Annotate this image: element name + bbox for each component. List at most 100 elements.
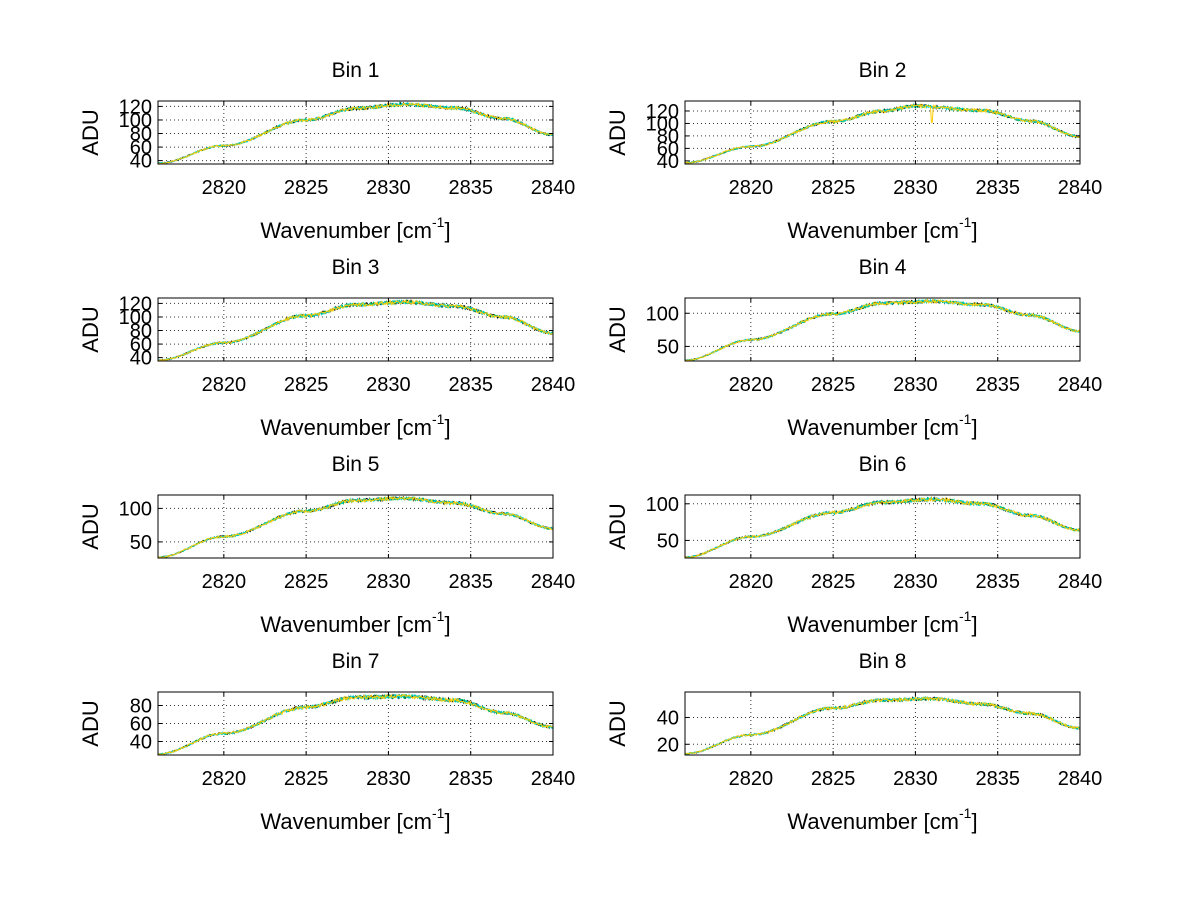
axes-frame bbox=[684, 100, 1081, 165]
y-tick-label: 100 bbox=[646, 494, 679, 516]
series-line-green bbox=[158, 101, 553, 164]
x-tick-label: 2820 bbox=[729, 768, 774, 790]
subplot-title: Bin 1 bbox=[332, 59, 380, 82]
y-axis-label: ADU bbox=[605, 700, 630, 746]
x-tick-label: 2830 bbox=[366, 177, 411, 199]
series-line-cyan bbox=[685, 696, 1080, 755]
series-line-yellow bbox=[685, 103, 1080, 164]
x-tick-label: 2825 bbox=[811, 571, 856, 593]
y-axis-label: ADU bbox=[605, 306, 630, 352]
series-line-green bbox=[685, 298, 1080, 361]
y-tick-label: 40 bbox=[130, 732, 152, 754]
y-tick-label: 40 bbox=[130, 348, 152, 370]
x-axis-label: Wavenumber [cm-1] bbox=[787, 214, 977, 243]
x-tick-label: 2825 bbox=[811, 177, 856, 199]
x-tick-label: 2835 bbox=[975, 177, 1020, 199]
series-line-cyan bbox=[685, 496, 1080, 558]
y-tick-label: 50 bbox=[657, 336, 679, 358]
series-line-yellow bbox=[685, 298, 1080, 361]
series-line-cyan bbox=[158, 693, 553, 755]
axes-frame bbox=[157, 100, 554, 165]
y-tick-label: 120 bbox=[646, 101, 679, 123]
series-line-black bbox=[158, 693, 553, 755]
x-axis-label: Wavenumber [cm-1] bbox=[260, 805, 450, 834]
y-tick-label: 40 bbox=[657, 707, 679, 729]
x-tick-label: 2820 bbox=[202, 177, 247, 199]
x-tick-label: 2820 bbox=[202, 768, 247, 790]
y-tick-label: 100 bbox=[119, 498, 152, 520]
x-tick-label: 2835 bbox=[448, 768, 493, 790]
y-tick-label: 100 bbox=[646, 113, 679, 135]
x-tick-label: 2835 bbox=[975, 768, 1020, 790]
y-tick-label: 60 bbox=[657, 138, 679, 160]
y-tick-label: 80 bbox=[130, 321, 152, 343]
x-tick-label: 2830 bbox=[366, 374, 411, 396]
y-tick-label: 40 bbox=[130, 151, 152, 173]
y-axis-label: ADU bbox=[78, 700, 103, 746]
series-line-black bbox=[158, 495, 553, 558]
series-line-yellow bbox=[685, 495, 1080, 558]
x-tick-label: 2825 bbox=[284, 571, 329, 593]
x-tick-label: 2840 bbox=[531, 177, 576, 199]
subplot-title: Bin 4 bbox=[859, 256, 907, 279]
y-tick-label: 80 bbox=[130, 696, 152, 718]
x-tick-label: 2840 bbox=[531, 374, 576, 396]
y-tick-label: 50 bbox=[130, 532, 152, 554]
series-line-black bbox=[685, 496, 1080, 558]
series-line-green bbox=[685, 496, 1080, 558]
x-tick-label: 2830 bbox=[366, 768, 411, 790]
x-tick-label: 2835 bbox=[975, 571, 1020, 593]
x-tick-label: 2840 bbox=[1058, 177, 1103, 199]
y-tick-label: 60 bbox=[130, 137, 152, 159]
x-tick-label: 2820 bbox=[202, 374, 247, 396]
axes-frame bbox=[157, 494, 554, 559]
y-axis-label: ADU bbox=[78, 109, 103, 155]
axes-frame bbox=[684, 691, 1081, 756]
x-axis-label: Wavenumber [cm-1] bbox=[260, 608, 450, 637]
x-tick-label: 2825 bbox=[811, 768, 856, 790]
axes-frame bbox=[684, 297, 1081, 362]
y-tick-label: 100 bbox=[119, 307, 152, 329]
x-tick-label: 2825 bbox=[284, 374, 329, 396]
series-line-green bbox=[158, 495, 553, 558]
axes-frame bbox=[157, 691, 554, 756]
x-tick-label: 2825 bbox=[284, 768, 329, 790]
y-tick-label: 80 bbox=[657, 126, 679, 148]
series-line-yellow bbox=[158, 693, 553, 755]
x-tick-label: 2840 bbox=[531, 768, 576, 790]
y-tick-label: 100 bbox=[646, 303, 679, 325]
series-line-yellow bbox=[158, 495, 553, 558]
y-axis-label: ADU bbox=[605, 109, 630, 155]
series-line-cyan bbox=[685, 298, 1080, 361]
axes-frame bbox=[157, 297, 554, 362]
series-line-black bbox=[685, 696, 1080, 755]
x-tick-label: 2840 bbox=[1058, 571, 1103, 593]
subplot-title: Bin 5 bbox=[332, 453, 380, 476]
subplot-title: Bin 6 bbox=[859, 453, 907, 476]
x-axis-label: Wavenumber [cm-1] bbox=[787, 411, 977, 440]
x-axis-label: Wavenumber [cm-1] bbox=[260, 214, 450, 243]
x-tick-label: 2820 bbox=[729, 177, 774, 199]
y-tick-label: 50 bbox=[657, 530, 679, 552]
x-tick-label: 2835 bbox=[448, 374, 493, 396]
x-tick-label: 2830 bbox=[893, 768, 938, 790]
x-tick-label: 2820 bbox=[729, 374, 774, 396]
subplot-bin-5: 2820 2825 2830 2835 2840 50 100 Bin 5 ADU Wavenum… bbox=[78, 453, 575, 637]
y-tick-label: 80 bbox=[130, 124, 152, 146]
x-tick-label: 2840 bbox=[1058, 374, 1103, 396]
series-line-black bbox=[158, 298, 553, 361]
x-tick-label: 2840 bbox=[531, 571, 576, 593]
series-line-black bbox=[158, 101, 553, 164]
subplot-bin-4: 2820 2825 2830 2835 2840 50 100 Bin 4 ADU Wavenum… bbox=[605, 256, 1102, 440]
axes-frame bbox=[684, 494, 1081, 559]
series-line-black bbox=[685, 102, 1080, 164]
subplot-bin-8: 2820 2825 2830 2835 2840 20 40 Bin 8 ADU Wavenumb… bbox=[605, 650, 1102, 834]
x-axis-label: Wavenumber [cm-1] bbox=[260, 411, 450, 440]
series-line-yellow bbox=[685, 696, 1080, 755]
y-tick-label: 120 bbox=[119, 293, 152, 315]
